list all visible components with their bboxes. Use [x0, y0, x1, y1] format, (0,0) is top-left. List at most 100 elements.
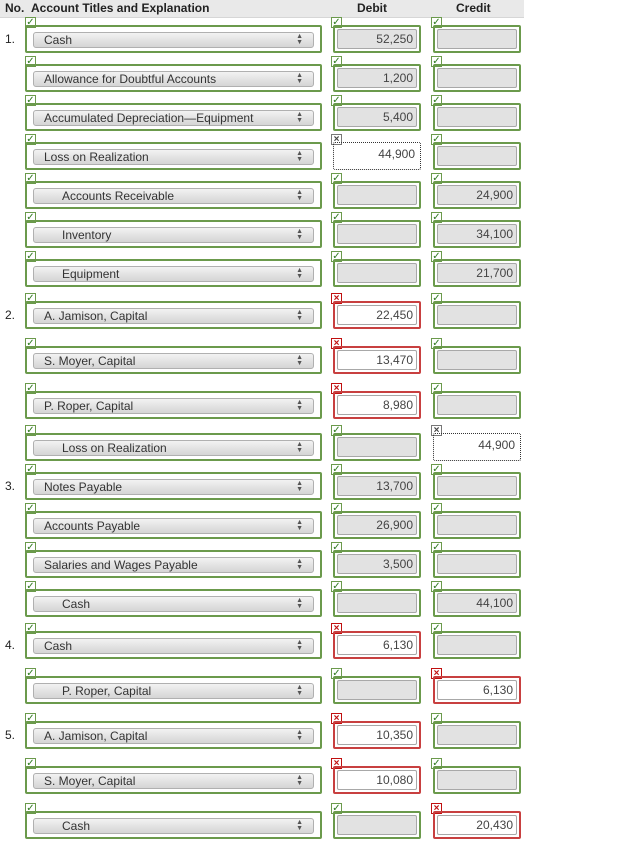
account-select[interactable]: Accounts Receivable ▲ ▼	[33, 188, 314, 204]
header-credit: Credit	[456, 1, 491, 15]
select-arrows-icon: ▲ ▼	[296, 354, 303, 367]
debit-amount-input[interactable]	[337, 680, 417, 700]
account-select[interactable]: Loss on Realization ▲ ▼	[33, 149, 314, 165]
debit-amount-input[interactable]	[337, 437, 417, 457]
account-field-frame: Equipment ▲ ▼	[25, 259, 322, 287]
credit-amount-input[interactable]: 21,700	[437, 263, 517, 283]
credit-amount-input[interactable]	[437, 350, 517, 370]
credit-field-frame	[433, 766, 521, 794]
credit-status-check-icon: ✓	[431, 134, 442, 145]
account-select[interactable]: Loss on Realization ▲ ▼	[33, 440, 314, 456]
debit-amount-input[interactable]: 10,080	[337, 770, 417, 790]
debit-status-x-icon: ×	[331, 623, 342, 634]
credit-amount-input[interactable]: 44,100	[437, 593, 517, 613]
account-select[interactable]: Accumulated Depreciation—Equipment ▲ ▼	[33, 110, 314, 126]
debit-amount-input[interactable]: 5,400	[337, 107, 417, 127]
debit-field-frame	[333, 181, 421, 209]
account-select-label: A. Jamison, Capital	[44, 729, 148, 743]
account-select[interactable]: Cash ▲ ▼	[33, 818, 314, 834]
account-select[interactable]: Cash ▲ ▼	[33, 638, 314, 654]
account-status-check-icon: ✓	[25, 623, 36, 634]
debit-amount-input[interactable]: 3,500	[337, 554, 417, 574]
select-arrows-icon: ▲ ▼	[296, 729, 303, 742]
account-field-frame: Loss on Realization ▲ ▼	[25, 142, 322, 170]
debit-status-check-icon: ✓	[331, 212, 342, 223]
credit-status-x-icon: ×	[431, 668, 442, 679]
debit-amount-input[interactable]: 10,350	[337, 725, 417, 745]
account-select-label: Notes Payable	[44, 480, 123, 494]
debit-amount-input[interactable]	[337, 263, 417, 283]
credit-amount-input[interactable]	[437, 476, 517, 496]
credit-amount-input[interactable]	[437, 725, 517, 745]
account-select[interactable]: S. Moyer, Capital ▲ ▼	[33, 773, 314, 789]
debit-amount-input[interactable]: 6,130	[337, 635, 417, 655]
account-status-check-icon: ✓	[25, 464, 36, 475]
credit-field-frame: 6,130	[433, 676, 521, 704]
debit-amount-input[interactable]: 1,200	[337, 68, 417, 88]
credit-amount-input[interactable]: 24,900	[437, 185, 517, 205]
account-select[interactable]: Cash ▲ ▼	[33, 32, 314, 48]
debit-status-x-icon: ×	[331, 134, 342, 145]
account-select-label: Accumulated Depreciation—Equipment	[44, 111, 254, 125]
account-select[interactable]: P. Roper, Capital ▲ ▼	[33, 683, 314, 699]
select-arrows-icon: ▲ ▼	[296, 441, 303, 454]
entry-number: 5.	[5, 728, 16, 742]
credit-amount-input[interactable]	[437, 29, 517, 49]
credit-amount-input[interactable]	[437, 554, 517, 574]
debit-amount-input[interactable]: 13,700	[337, 476, 417, 496]
account-select[interactable]: Notes Payable ▲ ▼	[33, 479, 314, 495]
account-status-check-icon: ✓	[25, 581, 36, 592]
debit-amount-input[interactable]: 22,450	[337, 305, 417, 325]
credit-amount-input[interactable]: 44,900	[436, 436, 518, 458]
debit-amount-input[interactable]	[337, 224, 417, 244]
credit-amount-input[interactable]: 6,130	[437, 680, 517, 700]
account-select[interactable]: A. Jamison, Capital ▲ ▼	[33, 308, 314, 324]
debit-amount-input[interactable]	[337, 815, 417, 835]
debit-field-frame: 5,400	[333, 103, 421, 131]
credit-amount-input[interactable]	[437, 305, 517, 325]
debit-amount-input[interactable]	[337, 593, 417, 613]
account-field-frame: Cash ▲ ▼	[25, 589, 322, 617]
credit-amount-input[interactable]	[437, 107, 517, 127]
credit-amount-input[interactable]	[437, 395, 517, 415]
account-select[interactable]: S. Moyer, Capital ▲ ▼	[33, 353, 314, 369]
credit-status-check-icon: ✓	[431, 464, 442, 475]
credit-status-x-icon: ×	[431, 803, 442, 814]
account-field-frame: Salaries and Wages Payable ▲ ▼	[25, 550, 322, 578]
credit-amount-input[interactable]	[437, 515, 517, 535]
credit-amount-input[interactable]	[437, 635, 517, 655]
debit-field-frame: 26,900	[333, 511, 421, 539]
credit-status-check-icon: ✓	[431, 293, 442, 304]
debit-field-frame: 44,900	[333, 142, 421, 170]
account-select[interactable]: P. Roper, Capital ▲ ▼	[33, 398, 314, 414]
debit-status-check-icon: ✓	[331, 17, 342, 28]
account-select[interactable]: Cash ▲ ▼	[33, 596, 314, 612]
credit-field-frame	[433, 721, 521, 749]
credit-status-check-icon: ✓	[431, 338, 442, 349]
account-select[interactable]: Salaries and Wages Payable ▲ ▼	[33, 557, 314, 573]
account-select[interactable]: A. Jamison, Capital ▲ ▼	[33, 728, 314, 744]
debit-status-check-icon: ✓	[331, 425, 342, 436]
account-select[interactable]: Inventory ▲ ▼	[33, 227, 314, 243]
account-select[interactable]: Equipment ▲ ▼	[33, 266, 314, 282]
credit-amount-input[interactable]	[437, 68, 517, 88]
debit-amount-input[interactable]: 8,980	[337, 395, 417, 415]
debit-amount-input[interactable]: 26,900	[337, 515, 417, 535]
account-select-label: P. Roper, Capital	[44, 399, 134, 413]
credit-amount-input[interactable]	[437, 146, 517, 166]
debit-amount-input[interactable]: 52,250	[337, 29, 417, 49]
debit-amount-input[interactable]: 44,900	[336, 145, 418, 167]
debit-field-frame: 10,350	[333, 721, 421, 749]
credit-amount-input[interactable]: 20,430	[437, 815, 517, 835]
credit-amount-input[interactable]	[437, 770, 517, 790]
account-select[interactable]: Allowance for Doubtful Accounts ▲ ▼	[33, 71, 314, 87]
debit-amount-input[interactable]	[337, 185, 417, 205]
debit-field-frame: 13,700	[333, 472, 421, 500]
credit-field-frame	[433, 103, 521, 131]
debit-amount-input[interactable]: 13,470	[337, 350, 417, 370]
account-select-label: Cash	[44, 33, 73, 47]
credit-amount-input[interactable]: 34,100	[437, 224, 517, 244]
credit-field-frame: 21,700	[433, 259, 521, 287]
account-select[interactable]: Accounts Payable ▲ ▼	[33, 518, 314, 534]
account-status-check-icon: ✓	[25, 17, 36, 28]
